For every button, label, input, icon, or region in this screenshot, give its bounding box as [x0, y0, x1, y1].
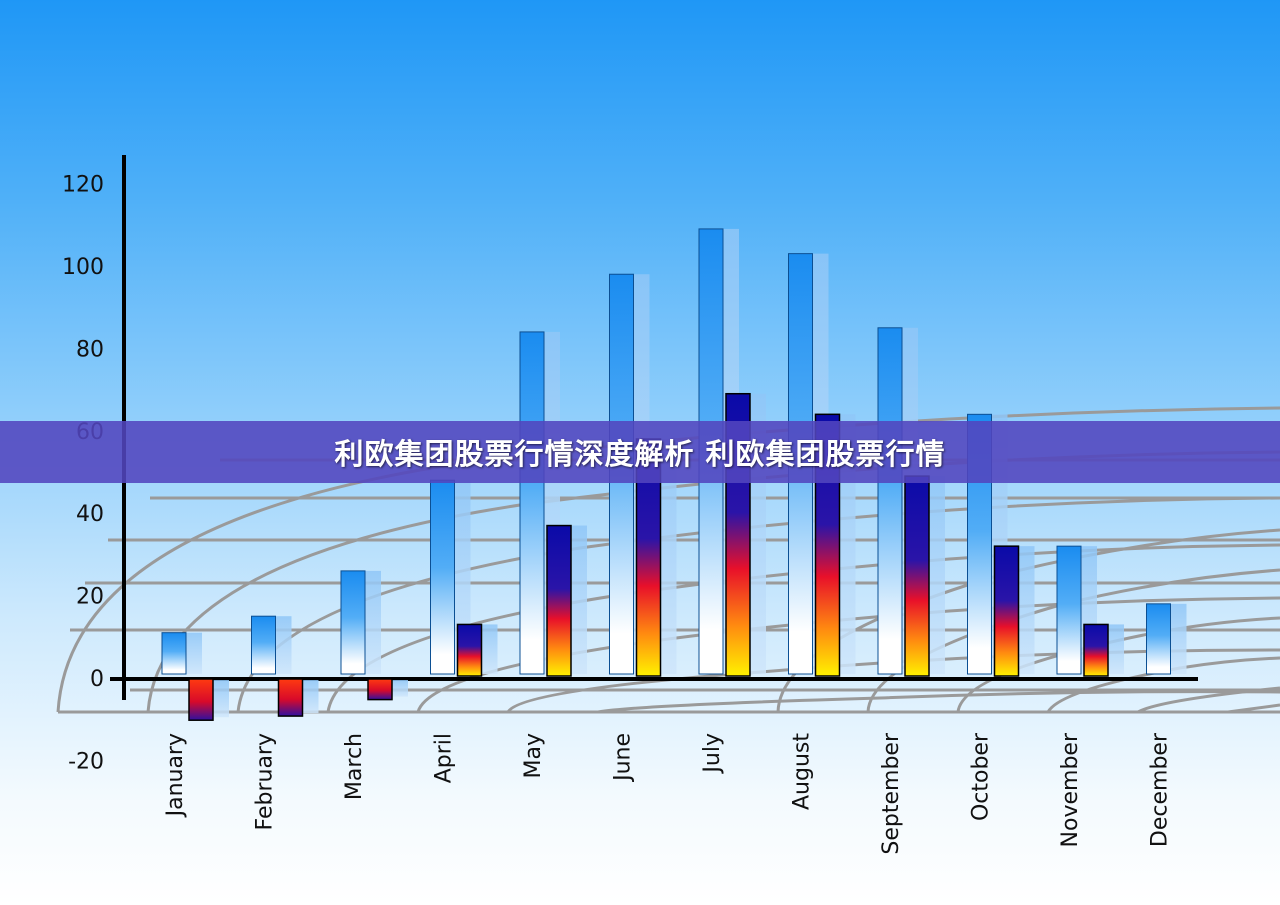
y-tick-label: 100: [62, 255, 104, 280]
bar-secondary-april: [456, 623, 483, 677]
x-category-label: March: [342, 733, 367, 800]
bar-shadow: [361, 570, 381, 674]
bar-secondary-february: [277, 678, 304, 717]
bar-shadow: [1014, 546, 1035, 674]
bar-primary-february: [251, 615, 276, 675]
banner-title: 利欧集团股票行情深度解析 利欧集团股票行情: [334, 437, 946, 471]
bar-secondary-november: [1083, 623, 1109, 677]
y-tick-label: 0: [90, 667, 104, 692]
x-category-label: August: [790, 733, 815, 810]
y-tick-label: 40: [76, 502, 104, 527]
bar-primary-march: [340, 570, 366, 675]
x-category-label: May: [521, 733, 546, 778]
bar-secondary-october: [993, 545, 1020, 677]
bar-shadow: [925, 476, 945, 674]
bar-shadow: [1104, 624, 1124, 674]
y-tick-label: 120: [62, 173, 104, 198]
x-category-label: December: [1148, 732, 1173, 847]
bar-shadow: [477, 624, 498, 674]
bar-primary-september: [877, 327, 903, 675]
bar-shadow: [298, 680, 319, 714]
bar-primary-november: [1056, 545, 1082, 675]
bar-secondary-march: [367, 678, 393, 701]
x-category-label: July: [700, 733, 725, 775]
x-category-label: September: [879, 732, 904, 855]
x-category-label: January: [163, 733, 188, 818]
x-category-label: February: [253, 733, 278, 831]
bar-shadow: [1166, 603, 1187, 674]
bar-shadow: [209, 680, 229, 718]
bar-secondary-september: [904, 475, 930, 677]
bar-primary-may: [519, 331, 545, 675]
y-tick-label: -20: [68, 749, 104, 774]
bar-shadow: [567, 525, 587, 674]
y-tick-label: 80: [76, 337, 104, 362]
y-tick-label: 20: [76, 585, 104, 610]
x-category-label: June: [611, 733, 636, 783]
bar-secondary-january: [188, 678, 214, 721]
bar-shadow: [182, 632, 202, 674]
x-category-label: November: [1058, 732, 1083, 847]
bar-primary-january: [161, 632, 187, 675]
x-category-labels: January February March April May June July Augu…: [163, 732, 1173, 855]
bar-primary-april: [430, 479, 455, 675]
bar-secondary-may: [546, 524, 572, 677]
x-category-label: April: [432, 733, 457, 783]
bar-shadow: [271, 616, 292, 674]
title-banner: 利欧集团股票行情深度解析 利欧集团股票行情: [0, 421, 1280, 483]
bar-shadow: [388, 680, 408, 697]
bar-shadow: [656, 439, 677, 674]
x-category-label: October: [969, 732, 994, 821]
bar-primary-december: [1146, 603, 1171, 675]
